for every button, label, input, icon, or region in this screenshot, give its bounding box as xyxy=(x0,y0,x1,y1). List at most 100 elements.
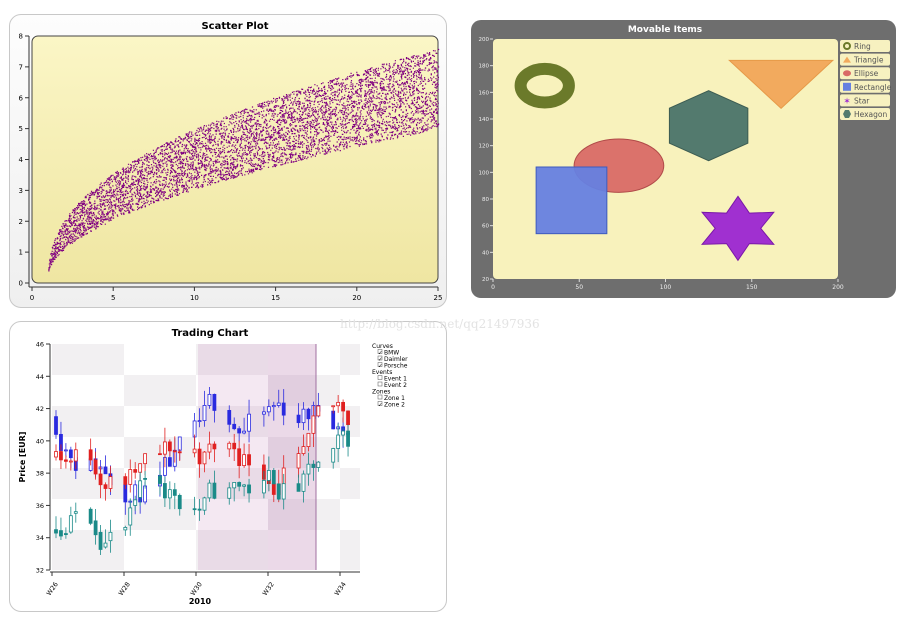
candle-body xyxy=(266,470,271,481)
legend-item-bg xyxy=(840,67,890,80)
legend-curve-label: Daimler xyxy=(384,356,408,363)
x-tick-label: 0 xyxy=(491,284,495,291)
plot-area xyxy=(31,35,439,284)
legend-item-label: Triangle xyxy=(853,56,884,65)
legend-item-bg xyxy=(840,80,890,93)
candle-body xyxy=(341,430,346,436)
candle-body xyxy=(306,408,311,420)
candle-body xyxy=(261,480,266,494)
rectangle-icon xyxy=(843,82,851,91)
candle-body xyxy=(281,402,286,416)
check-mark: ✓ xyxy=(378,357,383,363)
y-tick-label: 120 xyxy=(479,144,490,150)
legend-item-label: Star xyxy=(854,96,870,105)
grid-cell xyxy=(268,499,340,530)
candle-body xyxy=(133,469,138,473)
candle-body xyxy=(167,441,172,452)
candle-body xyxy=(247,454,251,466)
y-tick-label: 4 xyxy=(19,156,24,164)
candle-body xyxy=(276,402,281,406)
candle-body xyxy=(311,463,316,468)
candle-body xyxy=(123,527,128,531)
candle-body xyxy=(207,482,212,499)
check-mark: ✓ xyxy=(378,351,383,357)
legend-curve-label: BMW xyxy=(384,350,399,357)
candle-body xyxy=(162,483,167,499)
candle-body xyxy=(54,416,58,435)
x-tick-label: W28 xyxy=(117,581,132,598)
grid-cell xyxy=(340,344,360,375)
triangle-icon xyxy=(843,56,851,63)
candle-body xyxy=(162,441,167,455)
candle-body xyxy=(138,463,143,473)
y-axis-title: Price [EUR] xyxy=(18,432,27,483)
candle-body xyxy=(212,443,217,450)
candle-body xyxy=(108,531,113,542)
candle-body xyxy=(232,423,237,430)
star-item xyxy=(701,195,775,262)
y-tick-label: 80 xyxy=(482,197,489,203)
y-tick-label: 7 xyxy=(19,63,23,71)
candle-body xyxy=(311,415,316,434)
legend-events-title: Events xyxy=(372,369,392,376)
x-tick-label: 10 xyxy=(190,294,199,302)
candle-body xyxy=(177,436,182,451)
movable-items-svg: Movable Items 0 50 100 150 200 20 40 60 80 100 120 1… xyxy=(479,25,892,291)
candle-body xyxy=(202,405,207,422)
grid-cell xyxy=(268,375,340,406)
candle-body xyxy=(143,453,148,465)
candle-body xyxy=(54,529,58,534)
y-tick-label: 2 xyxy=(19,218,23,226)
candle-body xyxy=(247,413,251,432)
candle-body xyxy=(133,499,138,506)
x-tick-label: 50 xyxy=(575,284,583,291)
candle-body xyxy=(197,448,202,465)
candle-body xyxy=(202,451,207,465)
y-tick-label: 100 xyxy=(479,170,490,176)
x-tick-label: W26 xyxy=(45,581,60,598)
candle-body xyxy=(167,457,172,467)
grid-cell xyxy=(124,375,196,406)
candle-body xyxy=(93,520,98,536)
scatter-points xyxy=(48,48,440,272)
candle-body xyxy=(64,459,68,462)
candle-body xyxy=(103,484,108,489)
rectangle-item xyxy=(535,166,608,235)
legend-zone-label: Zone 2 xyxy=(384,402,405,409)
candle-body xyxy=(64,533,68,535)
y-tick-label: 140 xyxy=(479,117,490,123)
grid-cell xyxy=(196,530,268,570)
candle-body xyxy=(128,469,133,485)
candle-body xyxy=(192,508,197,511)
candle-body xyxy=(103,542,108,548)
candle-body xyxy=(296,483,301,492)
y-tick-label: 20 xyxy=(482,277,489,283)
legend-item-rectangle: Rectangle xyxy=(840,80,892,93)
candle-body xyxy=(301,408,306,424)
grid-cell xyxy=(196,344,268,375)
candle-body xyxy=(271,470,276,485)
legend-item-ellipse: Ellipse xyxy=(840,67,890,80)
checkbox xyxy=(377,401,383,406)
x-tick-label: W34 xyxy=(333,581,348,598)
grid-cell xyxy=(340,530,360,570)
candle-body xyxy=(237,448,242,466)
candle-body xyxy=(93,459,98,475)
candle-body xyxy=(68,515,73,533)
candle-body xyxy=(306,463,311,475)
candle-body xyxy=(242,430,247,434)
checkbox xyxy=(377,362,383,367)
candle-body xyxy=(202,497,207,511)
candle-body xyxy=(167,489,172,499)
candle-body xyxy=(98,531,103,550)
candle-body xyxy=(207,443,212,453)
grid-cell xyxy=(52,406,124,437)
x-tick-label: 100 xyxy=(660,284,672,291)
candle-body xyxy=(336,434,341,449)
candle-body xyxy=(247,484,251,494)
candle-body xyxy=(301,446,306,454)
candle-body xyxy=(336,401,341,407)
legend-item-label: Ellipse xyxy=(854,69,879,78)
y-tick-label: 44 xyxy=(36,373,44,381)
legend-curve-label: Porsche xyxy=(384,363,408,370)
